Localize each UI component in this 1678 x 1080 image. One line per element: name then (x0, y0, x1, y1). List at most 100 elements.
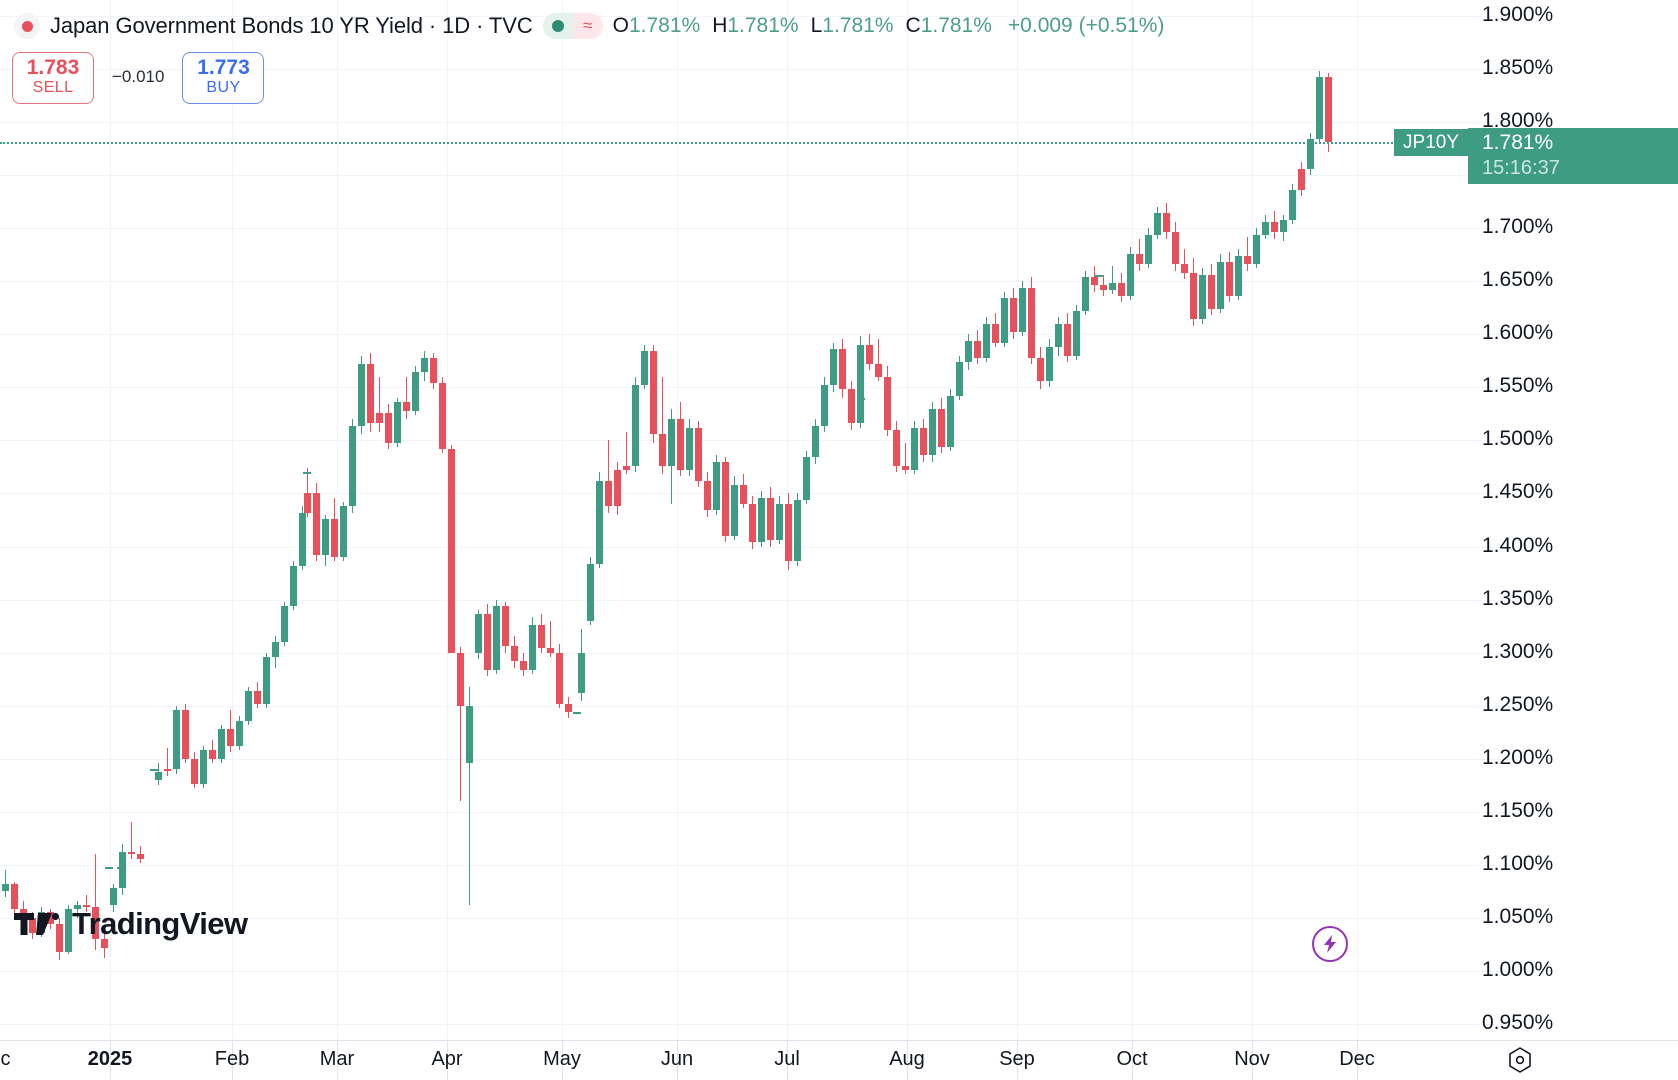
symbol-price-badge: JP10Y (1394, 129, 1468, 157)
price-axis-label: 1.050% (1482, 905, 1554, 928)
candle-body (1091, 276, 1098, 286)
heikin-ashi-icon[interactable]: ≈ (572, 13, 603, 39)
candle-body (740, 484, 747, 505)
candle-body (547, 648, 554, 653)
candle-body (1280, 219, 1287, 233)
time-axis-divider-tick (907, 1040, 908, 1080)
candle-body (920, 427, 927, 456)
price-axis-tick (1468, 1024, 1514, 1025)
time-axis-label: ec (0, 1048, 11, 1070)
candle-body (911, 427, 918, 471)
candle-body (2, 884, 9, 892)
candle-body (1298, 168, 1305, 190)
price-axis-label: 1.200% (1482, 746, 1554, 769)
candle-body (767, 497, 774, 541)
candle-body (1118, 283, 1125, 297)
buy-label: BUY (206, 79, 241, 97)
tradingview-logo-text: TradingView (72, 906, 248, 941)
candle-wick (549, 620, 552, 657)
candle-wick (625, 431, 628, 475)
time-axis-divider-tick (1132, 1040, 1133, 1080)
candle-body (457, 652, 464, 706)
candle-wick (1246, 236, 1249, 271)
candle-body (448, 448, 455, 653)
candle-body (1253, 234, 1260, 265)
lightning-bolt-icon[interactable] (1312, 926, 1348, 962)
candle-body (1190, 272, 1197, 320)
price-scale[interactable]: 1.900%1.850%1.800%1.750%1.700%1.650%1.60… (1468, 0, 1678, 1040)
candle-body (358, 364, 365, 426)
buy-price: 1.773 (197, 56, 250, 79)
candle-body (403, 402, 410, 411)
price-axis-tick (1468, 228, 1514, 229)
time-axis-divider-tick (1252, 1040, 1253, 1080)
candle-wick (4, 870, 7, 897)
candle-body (349, 425, 356, 507)
candle-body (803, 457, 810, 500)
candle-body (1172, 232, 1179, 265)
candle-body (641, 351, 648, 386)
candle-body (322, 518, 329, 556)
candle-body (794, 499, 801, 562)
crosshair-target-icon[interactable] (1504, 1044, 1536, 1076)
candle-body (614, 470, 621, 507)
grid-line-vertical (232, 0, 233, 1040)
symbol-title[interactable]: Japan Government Bonds 10 YR Yield · 1D … (50, 13, 533, 38)
grid-line-horizontal (0, 600, 1468, 601)
spread-value: −0.010 (112, 67, 165, 87)
candle-body (254, 690, 261, 704)
candle-body (1235, 255, 1242, 297)
price-axis-tick (1468, 16, 1514, 17)
close-label: C (905, 14, 921, 37)
candle-wick (459, 647, 462, 802)
time-axis-label: Aug (889, 1048, 925, 1070)
candle-body (848, 389, 855, 424)
sell-button[interactable]: 1.783 SELL (12, 52, 94, 105)
time-scale[interactable]: ec 2025 Feb Mar Apr May Jun Jul Aug Sep Oct Nov Dec (0, 1040, 1678, 1080)
buy-sell-widget: 1.783 SELL −0.010 1.773 BUY (12, 52, 265, 105)
candle-wick (1102, 274, 1105, 297)
current-price-tag[interactable]: 1.781% 15:16:37 (1468, 128, 1678, 185)
candles-style-icon[interactable] (542, 13, 573, 39)
grid-line-horizontal (0, 918, 1468, 919)
time-axis-divider-tick (1357, 1040, 1358, 1080)
candle-body (1064, 323, 1071, 356)
chart-style-toggle[interactable]: ≈ (542, 13, 603, 39)
candle-body (1199, 274, 1206, 320)
candle-body (511, 646, 518, 662)
candle-body (974, 340, 981, 358)
gap-marker (105, 867, 113, 870)
open-value: 1.781% (628, 14, 701, 37)
time-axis-divider-tick (337, 1040, 338, 1080)
candle-body (731, 484, 738, 536)
grid-line-vertical (1132, 0, 1133, 1040)
candle-wick (877, 338, 880, 381)
candle-body (857, 344, 864, 424)
grid-line-horizontal (0, 334, 1468, 335)
candle-wick (94, 854, 97, 950)
time-axis-divider-tick (787, 1040, 788, 1080)
candle-wick (76, 900, 79, 918)
grid-line-horizontal (0, 281, 1468, 282)
candle-body (1271, 221, 1278, 233)
price-axis-label: 1.450% (1482, 480, 1554, 503)
candle-body (1073, 310, 1080, 356)
candle-body (1055, 323, 1062, 348)
chart-pane[interactable]: JP10Y (0, 0, 1468, 1040)
grid-line-horizontal (0, 69, 1468, 70)
grid-line-horizontal (0, 706, 1468, 707)
candle-body (1109, 283, 1116, 290)
candle-body (313, 493, 320, 556)
candle-body (1325, 77, 1332, 143)
buy-button[interactable]: 1.773 BUY (182, 52, 265, 105)
candle-body (304, 493, 311, 513)
candle-body (556, 652, 563, 704)
candle-wick (468, 686, 471, 906)
candle-wick (405, 376, 408, 420)
candle-body (475, 614, 482, 653)
high-label: H (712, 14, 728, 37)
time-axis-divider-tick (677, 1040, 678, 1080)
candle-body (965, 340, 972, 362)
candle-body (331, 518, 338, 558)
gap-marker (573, 712, 581, 715)
